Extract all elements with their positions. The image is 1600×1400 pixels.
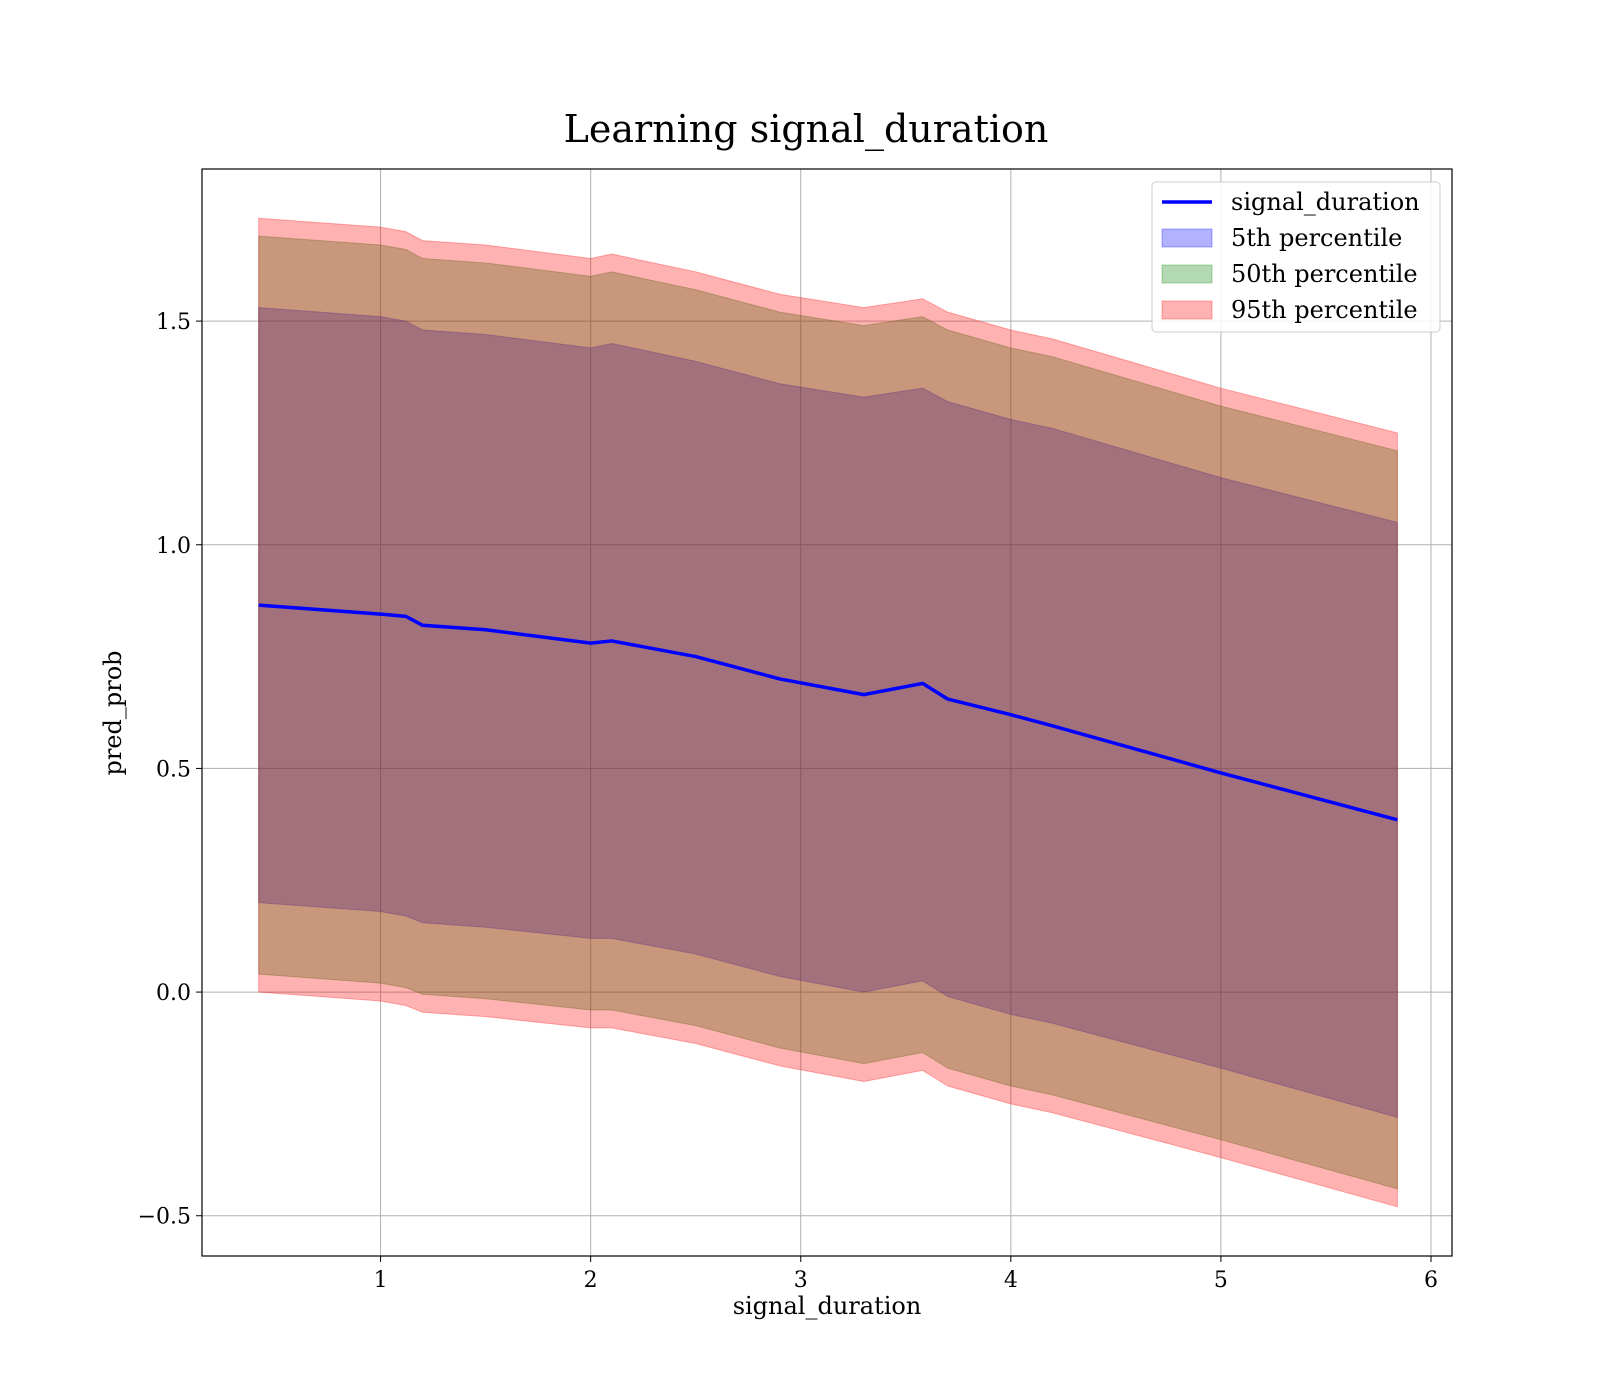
band-95th-percentile	[258, 217, 1398, 1208]
legend-label-50th-percentile: 50th percentile	[1231, 260, 1418, 288]
y-tick-label: 1.0	[156, 534, 191, 559]
x-tick-label: 5	[1214, 1268, 1228, 1293]
legend-label-signal-duration: signal_duration	[1231, 188, 1420, 216]
line-layer	[258, 603, 1398, 822]
plot-frame	[201, 168, 1453, 1257]
grid-layer	[202, 169, 1452, 1256]
y-tick-label: 0.5	[156, 757, 191, 782]
band-50th-percentile	[258, 235, 1398, 1190]
y-tick-label: 1.5	[156, 310, 191, 335]
legend-label-5th-percentile: 5th percentile	[1231, 224, 1402, 252]
x-tick-label: 1	[374, 1268, 388, 1293]
y-axis-label: pred_prob	[99, 650, 127, 775]
x-tick-label: 4	[1004, 1268, 1018, 1293]
x-tick-label: 6	[1424, 1268, 1438, 1293]
series-line-signal-duration	[258, 603, 1398, 822]
legend-swatch-95th-percentile	[1161, 300, 1213, 320]
y-tick-label: 0.0	[156, 981, 191, 1006]
band-layer	[258, 217, 1398, 1208]
legend-swatch-5th-percentile	[1161, 228, 1213, 248]
legend-swatch-50th-percentile	[1161, 264, 1213, 284]
chart-title: Learning signal_duration	[564, 107, 1049, 152]
band-5th-percentile	[258, 307, 1398, 1118]
x-tick-label: 2	[584, 1268, 598, 1293]
legend: signal_duration 5th percentile 50th percen…	[1151, 181, 1441, 333]
x-axis-label: signal_duration	[733, 1292, 922, 1320]
x-tick-label: 3	[794, 1268, 808, 1293]
y-tick-label: −0.5	[138, 1205, 191, 1230]
legend-label-95th-percentile: 95th percentile	[1231, 296, 1418, 324]
tick-layer: 1 2 3 4 5 6 −0.5 0.0 0.5 1.0 1.5	[138, 310, 1438, 1293]
legend-box	[1151, 181, 1441, 333]
